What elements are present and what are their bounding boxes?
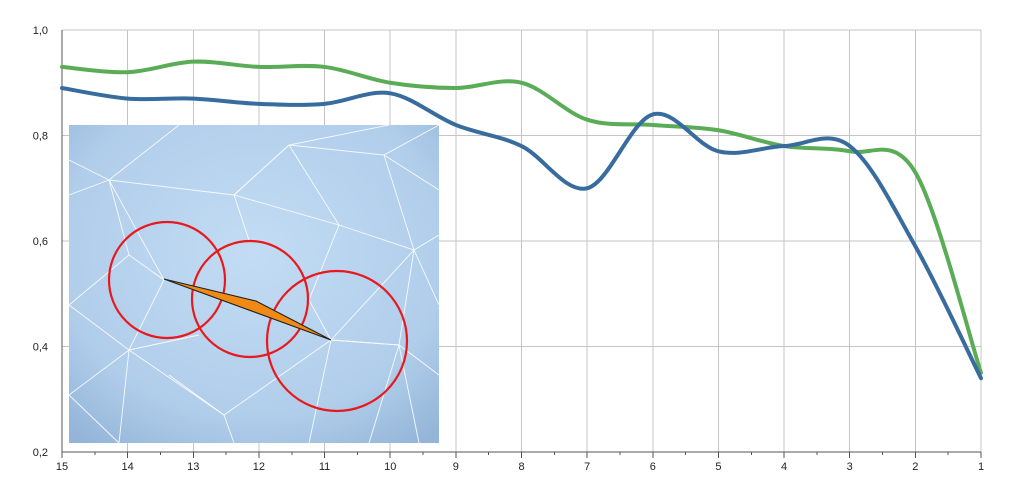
- x-tick-label: 6: [650, 461, 656, 473]
- circle-1: [107, 220, 227, 340]
- x-tick-label: 5: [715, 461, 721, 473]
- x-tick-label: 14: [122, 461, 134, 473]
- series-lines: [60, 59, 983, 381]
- y-tick-label: 0,6: [33, 236, 48, 248]
- axes: 0,2 0,4 0,6 0,8 1,0 15 14 13 12 11 10 9 8 7 6 5 4 3 2 1: [33, 25, 984, 473]
- x-tick-label: 12: [253, 461, 265, 473]
- series-line-2: [60, 86, 983, 381]
- circumcircles: [107, 220, 409, 413]
- x-tick-label: 8: [518, 461, 524, 473]
- x-tick-label: 13: [187, 461, 199, 473]
- circle-3: [265, 269, 409, 413]
- y-tick-label: 0,2: [33, 447, 48, 459]
- x-tick-label: 15: [56, 461, 68, 473]
- x-tick-label: 3: [847, 461, 853, 473]
- circle-2: [190, 239, 310, 359]
- x-tick-label: 11: [319, 461, 330, 473]
- y-tick-label: 0,8: [33, 131, 48, 143]
- y-tick-label: 1,0: [33, 25, 48, 37]
- x-tick-label: 1: [978, 461, 984, 473]
- mesh-inset-image: [68, 124, 440, 444]
- x-tick-label: 4: [781, 461, 787, 473]
- x-tick-label: 9: [453, 461, 459, 473]
- y-tick-label: 0,4: [33, 342, 48, 354]
- x-tick-label: 10: [384, 461, 396, 473]
- x-tick-label: 7: [584, 461, 590, 473]
- x-tick-label: 2: [912, 461, 918, 473]
- sliver-triangle: [163, 278, 332, 341]
